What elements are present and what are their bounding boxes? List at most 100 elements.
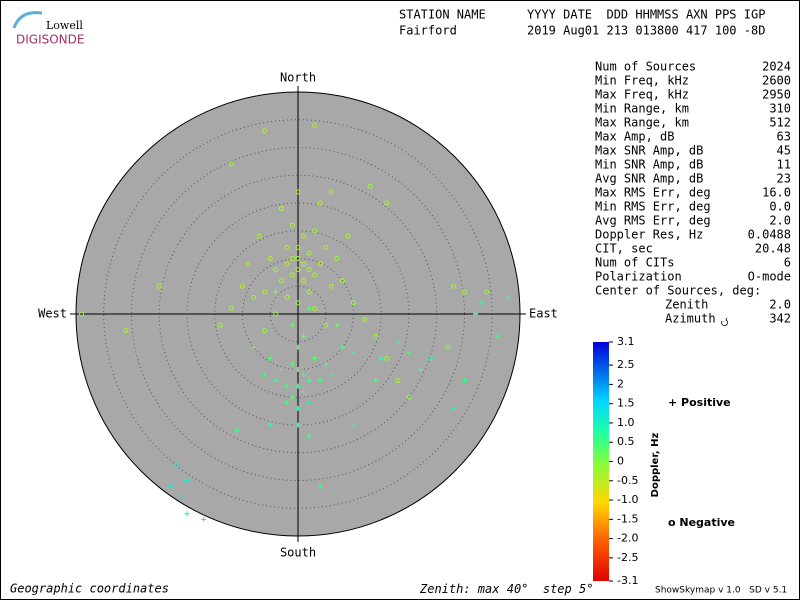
source-negative — [334, 256, 340, 261]
source-negative — [228, 305, 234, 311]
source-positive — [339, 344, 345, 350]
stat-value: 512 — [769, 116, 791, 130]
source-negative — [289, 256, 295, 261]
source-positive — [406, 350, 412, 356]
source-positive — [450, 405, 456, 411]
source-positive — [301, 389, 307, 395]
colorbar-tick-label: 3.1 — [617, 335, 635, 348]
colorbar-tick-label: 0 — [617, 455, 624, 468]
dir-north: North — [280, 71, 316, 85]
stat-label: Max Freq, kHz — [595, 88, 689, 102]
source-negative — [328, 283, 334, 289]
source-negative — [317, 261, 323, 267]
center-value: 342 — [769, 312, 791, 326]
source-negative — [312, 122, 318, 128]
source-negative — [384, 355, 390, 361]
source-negative — [245, 261, 251, 267]
source-positive — [178, 494, 184, 500]
source-negative — [289, 222, 295, 228]
logo-arc — [12, 11, 43, 29]
source-negative — [301, 233, 307, 239]
source-negative — [384, 200, 390, 206]
stat-label: Min Range, km — [595, 102, 689, 116]
stat-value: 20.48 — [755, 242, 791, 256]
source-positive — [328, 372, 334, 378]
zenith-label: Zenith: max — [419, 582, 500, 596]
source-negative — [156, 283, 162, 289]
source-positive — [378, 355, 384, 361]
source-negative — [256, 233, 262, 239]
source-positive — [289, 394, 295, 400]
source-negative — [306, 289, 312, 295]
source-positive — [295, 422, 301, 428]
source-negative — [273, 311, 279, 317]
colorbar-tick-label: 2 — [617, 377, 624, 390]
stat-label: Avg RMS Err, deg — [595, 214, 711, 228]
stat-value: 45 — [777, 144, 791, 158]
logo-top: Lowell — [46, 19, 83, 32]
source-negative — [262, 328, 268, 334]
stat-value: 2024 — [762, 60, 791, 74]
source-negative — [251, 294, 257, 300]
source-positive — [173, 461, 179, 467]
dir-west: West — [38, 307, 67, 321]
source-positive — [317, 378, 323, 384]
stat-label: CIT, sec — [595, 242, 653, 256]
source-positive — [234, 428, 240, 434]
source-negative — [362, 317, 368, 323]
stat-label: Max Range, km — [595, 116, 689, 130]
stat-value: 6 — [784, 256, 791, 270]
source-positive — [267, 422, 273, 428]
header-value: Fairford — [399, 24, 457, 38]
colorbar-label: Doppler, Hz — [650, 433, 661, 498]
colorbar-tick-label: -0.5 — [617, 474, 638, 487]
source-positive — [301, 372, 307, 378]
stat-label: Max Amp, dB — [595, 130, 674, 144]
stat-value: 0.0488 — [748, 228, 791, 242]
stat-value: 2600 — [762, 74, 791, 88]
source-negative — [312, 228, 318, 234]
source-negative — [367, 183, 373, 189]
source-negative — [123, 328, 129, 334]
dir-east: East — [529, 307, 558, 321]
step-label: step — [543, 582, 572, 596]
source-positive — [462, 378, 467, 384]
source-negative — [262, 289, 268, 295]
source-negative — [240, 283, 245, 289]
zenith-step: 5° — [579, 582, 593, 596]
source-negative — [295, 267, 301, 273]
source-negative — [278, 206, 284, 212]
source-positive — [289, 322, 295, 328]
footer-version: ShowSkymap v 1.0 SD v 5.1 — [655, 586, 787, 596]
stat-label: Min RMS Err, deg — [595, 200, 711, 214]
source-positive — [251, 344, 257, 350]
source-positive — [273, 378, 279, 384]
legend-positive: + Positive — [668, 396, 731, 409]
source-negative — [312, 272, 318, 278]
source-negative — [273, 267, 279, 273]
legend-label: Positive — [681, 396, 731, 409]
source-negative — [323, 244, 329, 250]
source-positive — [473, 311, 479, 317]
source-positive — [267, 355, 273, 361]
zenith-max: 40° — [507, 582, 529, 596]
source-negative — [306, 267, 312, 273]
dir-south: South — [280, 546, 316, 560]
source-positive — [395, 339, 401, 345]
source-positive — [284, 383, 290, 389]
source-negative — [278, 278, 284, 284]
source-positive — [351, 422, 356, 428]
source-negative — [289, 272, 295, 278]
source-negative — [328, 189, 334, 195]
source-negative — [301, 261, 307, 267]
colorbar-tick-label: 1.5 — [617, 397, 635, 410]
source-negative — [339, 278, 345, 284]
stat-label: Num of CITs — [595, 256, 674, 270]
source-negative — [262, 128, 268, 134]
source-negative — [373, 333, 379, 339]
source-negative — [306, 250, 312, 256]
source-positive — [278, 367, 284, 372]
footer-left: Geographic coordinates — [10, 582, 169, 596]
source-positive — [317, 483, 323, 489]
